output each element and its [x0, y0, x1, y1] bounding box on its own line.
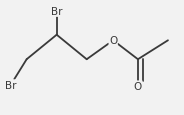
Text: Br: Br [51, 7, 62, 17]
Text: O: O [134, 81, 142, 91]
Text: O: O [109, 36, 117, 46]
Text: Br: Br [5, 80, 17, 90]
